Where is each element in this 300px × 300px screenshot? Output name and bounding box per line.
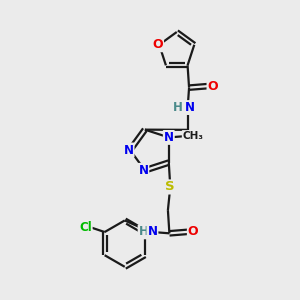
Text: O: O [208,80,218,93]
Text: Cl: Cl [79,221,92,234]
Text: S: S [166,181,175,194]
Text: N: N [164,131,174,144]
Text: N: N [148,225,158,238]
Text: N: N [138,164,148,177]
Text: H: H [139,225,148,238]
Text: N: N [185,101,195,114]
Text: H: H [173,101,183,114]
Text: N: N [124,143,134,157]
Text: O: O [188,225,199,238]
Text: CH₃: CH₃ [183,131,204,141]
Text: O: O [152,38,163,51]
